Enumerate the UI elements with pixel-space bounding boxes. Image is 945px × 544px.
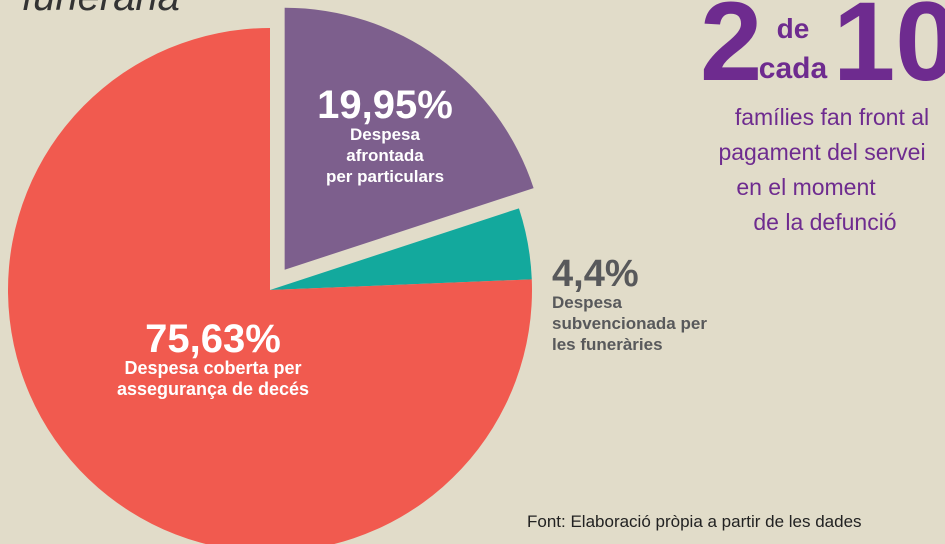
pie-slice <box>8 28 532 544</box>
callout-text: famílies fan front al pagament del serve… <box>718 104 929 235</box>
slice-label: Despesa coberta per <box>124 358 301 378</box>
slice-label: les funeràries <box>552 335 663 354</box>
callout-line: pagament del servei <box>718 139 925 165</box>
callout-line: de la defunció <box>753 209 896 235</box>
slice-label: per particulars <box>326 167 444 186</box>
callout-cada: cada <box>759 52 828 85</box>
pie-slice <box>284 7 534 270</box>
pie-slice <box>270 208 532 290</box>
callout-line: famílies fan front al <box>735 104 929 130</box>
chart-title: funerària <box>22 0 180 19</box>
callout-total: 10 <box>833 0 945 104</box>
slice-label: afrontada <box>346 146 424 165</box>
slice-label: Despesa <box>350 125 420 144</box>
callout-line: en el moment <box>736 174 876 200</box>
callout: 2 de cada 10 <box>700 0 945 104</box>
callout-number: 2 <box>700 0 762 104</box>
callout-de: de <box>777 13 810 44</box>
value-label: 19,95% <box>317 83 453 127</box>
slice-label: subvencionada per <box>552 314 707 333</box>
source: Font: Elaboració pròpia a partir de les … <box>527 512 862 531</box>
value-label: 4,4% <box>552 253 639 295</box>
slice-label: assegurança de decés <box>117 379 309 399</box>
value-label: 75,63% <box>145 317 281 361</box>
slice-label: Despesa <box>552 293 622 312</box>
